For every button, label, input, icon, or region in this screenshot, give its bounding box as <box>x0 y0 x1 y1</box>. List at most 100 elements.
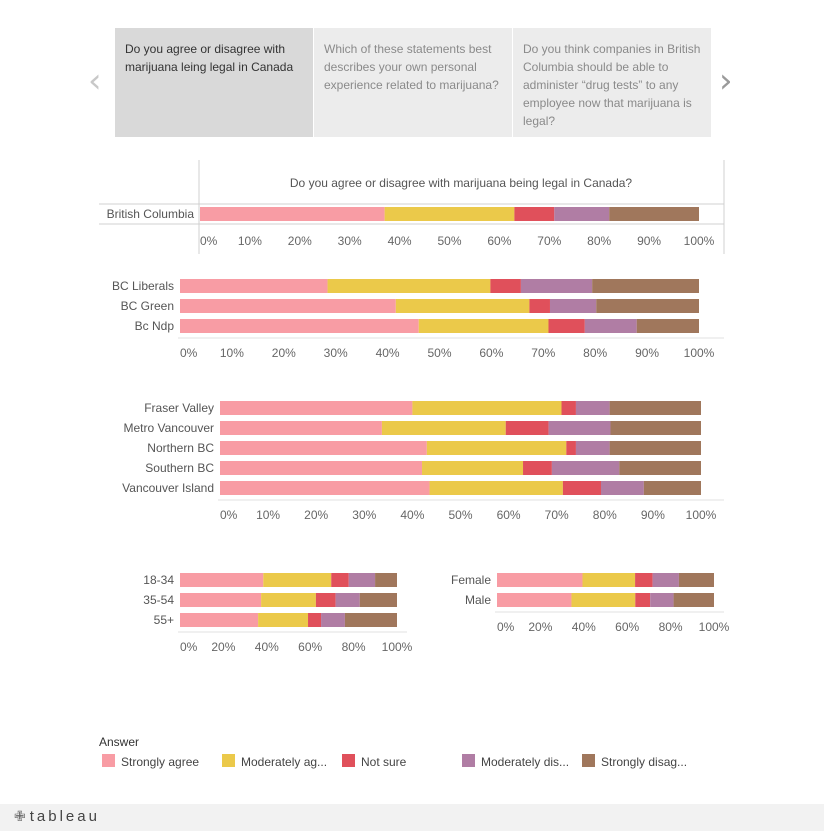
bar-british-columbia-strongly-agree[interactable] <box>200 207 385 221</box>
legend-item-moderately-agree[interactable]: Moderately ag... <box>222 754 327 769</box>
legend-item-strongly-agree[interactable]: Strongly agree <box>102 754 199 769</box>
bar-55-not-sure[interactable] <box>308 613 322 627</box>
legend-item-moderately-disagree[interactable]: Moderately dis... <box>462 754 569 769</box>
story-navigator: Do you agree or disagree with marijuana … <box>115 28 711 137</box>
chevron-right-icon[interactable]: › <box>719 61 733 101</box>
bar-female-strongly-agree[interactable] <box>497 573 583 587</box>
bar-55-strongly-disag[interactable] <box>344 613 397 627</box>
category-label-vancouver-island: Vancouver Island <box>122 481 214 495</box>
bar-male-strongly-agree[interactable] <box>497 593 572 607</box>
story-point-1[interactable]: Do you agree or disagree with marijuana … <box>115 28 313 137</box>
tableau-logo[interactable]: ✙ tableau <box>14 808 100 825</box>
bar-35-54-strongly-agree[interactable] <box>180 593 262 607</box>
bar-bc-green-moderately-dis[interactable] <box>549 299 597 313</box>
bar-british-columbia-moderately-ag[interactable] <box>384 207 515 221</box>
bar-18-34-moderately-dis[interactable] <box>348 573 376 587</box>
bar-bc-ndp-strongly-disag[interactable] <box>636 319 699 333</box>
bar-fraser-valley-strongly-disag[interactable] <box>609 401 701 415</box>
tick-label-2-0: 0% <box>220 508 238 522</box>
tick-label-3-2: 40% <box>255 640 279 654</box>
tick-label-3-1: 20% <box>211 640 235 654</box>
bar-male-not-sure[interactable] <box>635 593 651 607</box>
bar-northern-bc-strongly-agree[interactable] <box>220 441 427 455</box>
bar-northern-bc-moderately-dis[interactable] <box>575 441 610 455</box>
tick-label-0-5: 50% <box>437 234 461 248</box>
bar-bc-liberals-moderately-dis[interactable] <box>520 279 593 293</box>
story-point-2[interactable]: Which of these statements best describes… <box>314 28 512 137</box>
bar-bc-ndp-not-sure[interactable] <box>548 319 585 333</box>
bar-northern-bc-not-sure[interactable] <box>566 441 576 455</box>
category-label-male: Male <box>465 593 491 607</box>
tick-label-3-4: 80% <box>342 640 366 654</box>
tableau-logo-icon: ✙ <box>14 808 26 824</box>
bar-fraser-valley-moderately-ag[interactable] <box>412 401 562 415</box>
bar-35-54-not-sure[interactable] <box>315 593 336 607</box>
bar-fraser-valley-strongly-agree[interactable] <box>220 401 413 415</box>
bar-18-34-strongly-agree[interactable] <box>180 573 264 587</box>
bar-male-strongly-disag[interactable] <box>673 593 714 607</box>
bar-british-columbia-not-sure[interactable] <box>514 207 555 221</box>
bar-british-columbia-strongly-disag[interactable] <box>609 207 699 221</box>
bar-vancouver-island-strongly-disag[interactable] <box>643 481 701 495</box>
bar-35-54-moderately-ag[interactable] <box>261 593 316 607</box>
story-point-3[interactable]: Do you think companies in British Columb… <box>513 28 711 137</box>
bar-female-not-sure[interactable] <box>635 573 653 587</box>
bar-bc-ndp-moderately-ag[interactable] <box>418 319 549 333</box>
bar-female-strongly-disag[interactable] <box>678 573 714 587</box>
tick-label-0-6: 60% <box>487 234 511 248</box>
bar-35-54-strongly-disag[interactable] <box>359 593 397 607</box>
bar-male-moderately-dis[interactable] <box>650 593 674 607</box>
bar-female-moderately-dis[interactable] <box>652 573 679 587</box>
charts-canvas: Do you agree or disagree with marijuana … <box>99 160 730 769</box>
tick-label-1-4: 40% <box>376 346 400 360</box>
bar-vancouver-island-moderately-dis[interactable] <box>600 481 644 495</box>
bar-35-54-moderately-dis[interactable] <box>335 593 360 607</box>
bar-northern-bc-strongly-disag[interactable] <box>609 441 701 455</box>
tick-label-1-9: 90% <box>635 346 659 360</box>
bar-southern-bc-strongly-agree[interactable] <box>220 461 423 475</box>
bar-bc-liberals-not-sure[interactable] <box>490 279 521 293</box>
bar-fraser-valley-not-sure[interactable] <box>561 401 576 415</box>
bar-metro-vancouver-moderately-dis[interactable] <box>548 421 611 435</box>
bar-northern-bc-moderately-ag[interactable] <box>426 441 567 455</box>
bar-bc-green-not-sure[interactable] <box>529 299 550 313</box>
legend-item-not-sure[interactable]: Not sure <box>342 754 407 769</box>
bar-bc-green-moderately-ag[interactable] <box>395 299 530 313</box>
chevron-left-icon[interactable]: ‹ <box>88 61 102 101</box>
bar-18-34-not-sure[interactable] <box>331 573 349 587</box>
legend-item-strongly-disagree[interactable]: Strongly disag... <box>582 754 687 769</box>
bar-18-34-strongly-disag[interactable] <box>375 573 397 587</box>
tick-label-2-3: 30% <box>352 508 376 522</box>
bar-bc-ndp-moderately-dis[interactable] <box>584 319 637 333</box>
category-label-55: 55+ <box>154 613 174 627</box>
bar-fraser-valley-moderately-dis[interactable] <box>575 401 610 415</box>
bar-18-34-moderately-ag[interactable] <box>263 573 332 587</box>
bar-metro-vancouver-strongly-agree[interactable] <box>220 421 382 435</box>
bar-55-moderately-ag[interactable] <box>258 613 309 627</box>
bar-female-moderately-ag[interactable] <box>582 573 636 587</box>
bar-southern-bc-not-sure[interactable] <box>523 461 552 475</box>
bar-southern-bc-moderately-ag[interactable] <box>422 461 524 475</box>
bar-55-strongly-agree[interactable] <box>180 613 259 627</box>
bar-bc-green-strongly-disag[interactable] <box>596 299 699 313</box>
bar-bc-ndp-strongly-agree[interactable] <box>180 319 419 333</box>
bar-vancouver-island-strongly-agree[interactable] <box>220 481 430 495</box>
bar-vancouver-island-not-sure[interactable] <box>562 481 601 495</box>
bar-bc-liberals-moderately-ag[interactable] <box>327 279 491 293</box>
bar-metro-vancouver-moderately-ag[interactable] <box>381 421 506 435</box>
bar-southern-bc-moderately-dis[interactable] <box>551 461 620 475</box>
bar-bc-liberals-strongly-disag[interactable] <box>592 279 699 293</box>
chart-bc-frame <box>99 160 725 254</box>
bar-british-columbia-moderately-dis[interactable] <box>554 207 610 221</box>
bar-bc-liberals-strongly-agree[interactable] <box>180 279 328 293</box>
bar-metro-vancouver-not-sure[interactable] <box>505 421 549 435</box>
category-label-bc-green: BC Green <box>121 299 174 313</box>
bar-metro-vancouver-strongly-disag[interactable] <box>610 421 701 435</box>
bar-male-moderately-ag[interactable] <box>571 593 636 607</box>
tick-label-2-1: 10% <box>256 508 280 522</box>
bar-55-moderately-dis[interactable] <box>321 613 345 627</box>
bar-southern-bc-strongly-disag[interactable] <box>619 461 701 475</box>
bar-vancouver-island-moderately-ag[interactable] <box>429 481 563 495</box>
legend-title: Answer <box>99 735 139 749</box>
bar-bc-green-strongly-agree[interactable] <box>180 299 396 313</box>
